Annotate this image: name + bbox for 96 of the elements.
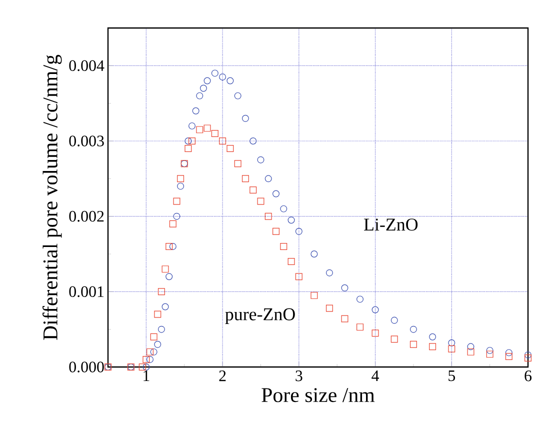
- point: [524, 354, 532, 362]
- point: [173, 212, 180, 220]
- y-tick-label: 0.002: [69, 210, 104, 222]
- point: [505, 349, 512, 356]
- point: [448, 345, 456, 352]
- point: [429, 333, 436, 340]
- point: [288, 216, 295, 224]
- point: [166, 273, 173, 280]
- y-axis-title: Differential pore volume /cc/nm/g: [42, 54, 62, 340]
- point: [264, 175, 272, 182]
- point: [341, 284, 348, 292]
- point: [280, 242, 288, 250]
- point: [146, 356, 154, 363]
- point: [326, 304, 333, 312]
- point: [166, 242, 173, 250]
- point: [177, 175, 184, 182]
- series-label: pure-ZnO: [225, 308, 295, 324]
- point: [188, 122, 196, 130]
- point: [467, 343, 474, 350]
- point: [188, 138, 196, 144]
- point: [226, 145, 234, 152]
- x-tick-label: 3: [296, 370, 302, 382]
- point: [250, 186, 257, 194]
- point: [390, 336, 398, 343]
- point: [264, 212, 272, 220]
- point: [250, 138, 257, 144]
- point: [196, 126, 204, 134]
- point: [310, 250, 318, 258]
- x-tick-label: 6: [524, 370, 532, 382]
- point: [150, 348, 158, 356]
- point: [505, 352, 512, 360]
- point: [204, 124, 211, 132]
- point: [341, 315, 348, 322]
- point: [272, 228, 280, 235]
- point: [356, 324, 364, 331]
- point: [448, 339, 456, 346]
- point: [372, 306, 379, 314]
- point: [234, 92, 242, 100]
- point: [390, 316, 398, 324]
- point: [242, 114, 249, 122]
- y-tick-label: 0.000: [69, 362, 104, 372]
- y-tick-label: 0.003: [69, 136, 104, 146]
- point: [158, 288, 165, 296]
- point: [272, 190, 280, 198]
- point: [154, 340, 162, 348]
- point: [196, 92, 204, 100]
- point: [524, 351, 532, 358]
- point: [295, 273, 302, 280]
- point: [138, 364, 146, 370]
- point: [467, 348, 474, 356]
- point: [288, 258, 295, 266]
- point: [150, 333, 158, 340]
- text: Li-ZnO: [364, 218, 418, 231]
- point: [372, 330, 379, 337]
- point: [257, 156, 264, 164]
- point: [242, 175, 249, 182]
- y-tick-label: 0.001: [69, 286, 104, 298]
- point: [234, 160, 242, 168]
- point: [169, 220, 176, 228]
- x-tick-label: 5: [448, 370, 455, 382]
- point: [310, 292, 318, 299]
- point: [177, 182, 184, 190]
- point: [162, 303, 169, 310]
- point: [162, 266, 169, 273]
- x-tick-label: 4: [372, 370, 380, 382]
- point: [211, 70, 218, 77]
- point: [192, 107, 200, 114]
- y-tick-label: 0.004: [69, 60, 104, 72]
- point: [226, 77, 234, 84]
- x-tick-label: 2: [219, 370, 226, 382]
- point: [142, 364, 150, 370]
- point: [295, 228, 302, 235]
- point: [486, 346, 494, 354]
- x-axis-title: Pore size /nm: [262, 388, 375, 402]
- point: [280, 205, 288, 212]
- point: [410, 340, 417, 348]
- point: [158, 326, 165, 333]
- point: [184, 138, 192, 144]
- point: [154, 310, 162, 318]
- point: [219, 73, 226, 80]
- point: [356, 296, 364, 303]
- point: [257, 198, 264, 205]
- point: [146, 348, 154, 356]
- x-tick-label: 1: [144, 370, 150, 382]
- point: [169, 242, 176, 250]
- point: [486, 350, 494, 358]
- point: [200, 84, 207, 92]
- point: [410, 326, 417, 333]
- point: [429, 343, 436, 350]
- point: [173, 198, 180, 205]
- point: [184, 145, 192, 152]
- point: [219, 138, 226, 144]
- point: [204, 77, 211, 84]
- point: [326, 269, 333, 276]
- point: [211, 130, 218, 137]
- point: [142, 356, 150, 363]
